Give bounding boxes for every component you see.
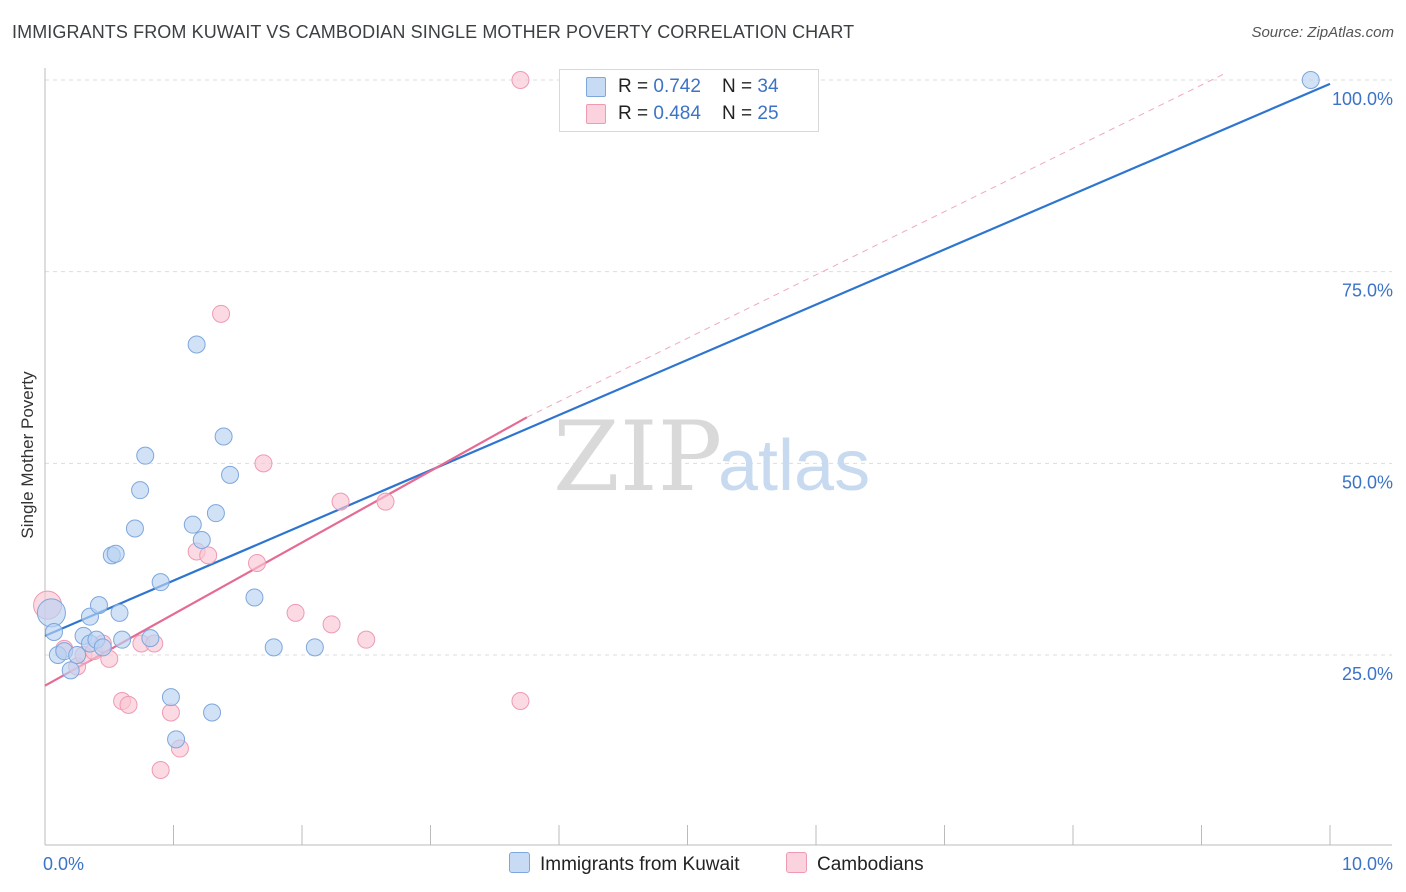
point-kuwait (44, 623, 63, 641)
legend-swatch-cambodians (586, 104, 606, 124)
legend-r-value: 0.484 (653, 103, 701, 124)
legend-r-label: R = (618, 76, 654, 97)
point-kuwait (161, 688, 180, 707)
point-cambodians (161, 703, 180, 722)
point-kuwait (131, 481, 150, 500)
point-cambodians (357, 630, 376, 649)
point-cambodians (248, 554, 267, 572)
point-kuwait (305, 638, 324, 657)
chart-title: IMMIGRANTS FROM KUWAIT VS CAMBODIAN SING… (12, 22, 855, 42)
point-cambodians (151, 761, 170, 779)
legend-n-value: 34 (757, 76, 779, 97)
point-cambodians (376, 492, 395, 511)
point-kuwait (1301, 71, 1320, 89)
legend-label-cambodians: Cambodians (817, 854, 924, 875)
y-tick-label: 25.0% (1342, 664, 1393, 684)
legend-n-label: N = (722, 103, 758, 124)
watermark-atlas: atlas (718, 426, 870, 506)
point-cambodians (119, 695, 138, 714)
point-cambodians (511, 71, 530, 89)
point-kuwait (214, 427, 233, 446)
grid-lines (45, 79, 1392, 656)
point-kuwait (203, 703, 222, 722)
trend-line-cambodians-extension (526, 71, 1228, 418)
point-cambodians (212, 304, 231, 323)
legend-r-value: 0.742 (653, 76, 701, 97)
point-cambodians (199, 546, 218, 565)
legend-swatch-kuwait (586, 77, 606, 97)
trend-line-kuwait (44, 82, 1331, 637)
point-kuwait (93, 638, 112, 657)
point-kuwait (68, 646, 87, 664)
point-kuwait (151, 573, 170, 592)
legend-item-cambodians[interactable]: Cambodians (786, 852, 924, 876)
trend-lines (44, 71, 1331, 687)
point-kuwait (141, 629, 160, 648)
legend-n-value: 25 (757, 103, 779, 124)
point-cambodians (331, 492, 350, 511)
point-kuwait (113, 630, 132, 649)
legend-swatch-cambodians (786, 852, 807, 873)
point-kuwait (187, 335, 206, 354)
legend-r-label: R = (618, 103, 654, 124)
point-kuwait (221, 465, 240, 484)
y-tick-label: 100.0% (1332, 89, 1393, 109)
point-kuwait (245, 588, 264, 607)
y-tick-label: 50.0% (1342, 472, 1393, 492)
watermark-zip: ZIP (553, 401, 722, 513)
point-kuwait (136, 446, 155, 465)
legend-label-kuwait: Immigrants from Kuwait (540, 854, 740, 875)
point-kuwait (264, 638, 283, 657)
point-kuwait (206, 504, 225, 523)
point-cambodians (322, 615, 341, 634)
point-kuwait (167, 730, 186, 749)
x-tick-label: 10.0% (1342, 854, 1393, 874)
y-tick-label: 75.0% (1342, 281, 1393, 301)
tick-labels: 25.0% 50.0% 75.0% 100.0% 0.0% 10.0% (43, 89, 1393, 874)
axes (44, 68, 1392, 846)
legend-swatch-kuwait (509, 852, 530, 873)
legend-n-label: N = (722, 76, 758, 97)
point-kuwait (36, 598, 66, 628)
point-cambodians (511, 692, 530, 710)
source-label: Source: ZipAtlas.com (1251, 24, 1394, 41)
point-kuwait (183, 515, 202, 534)
point-kuwait (61, 661, 80, 680)
point-cambodians (286, 603, 305, 622)
point-kuwait (125, 519, 144, 538)
point-kuwait (106, 544, 125, 563)
point-kuwait (110, 603, 129, 622)
stats-legend: R = 0.742 N = 34 R = 0.484 N = 25 (559, 69, 819, 132)
point-kuwait (192, 531, 211, 549)
data-points (33, 71, 1320, 779)
point-cambodians (254, 454, 273, 473)
point-kuwait (89, 596, 108, 615)
legend-item-kuwait[interactable]: Immigrants from Kuwait (509, 852, 740, 876)
x-tick-label: 0.0% (43, 854, 84, 874)
